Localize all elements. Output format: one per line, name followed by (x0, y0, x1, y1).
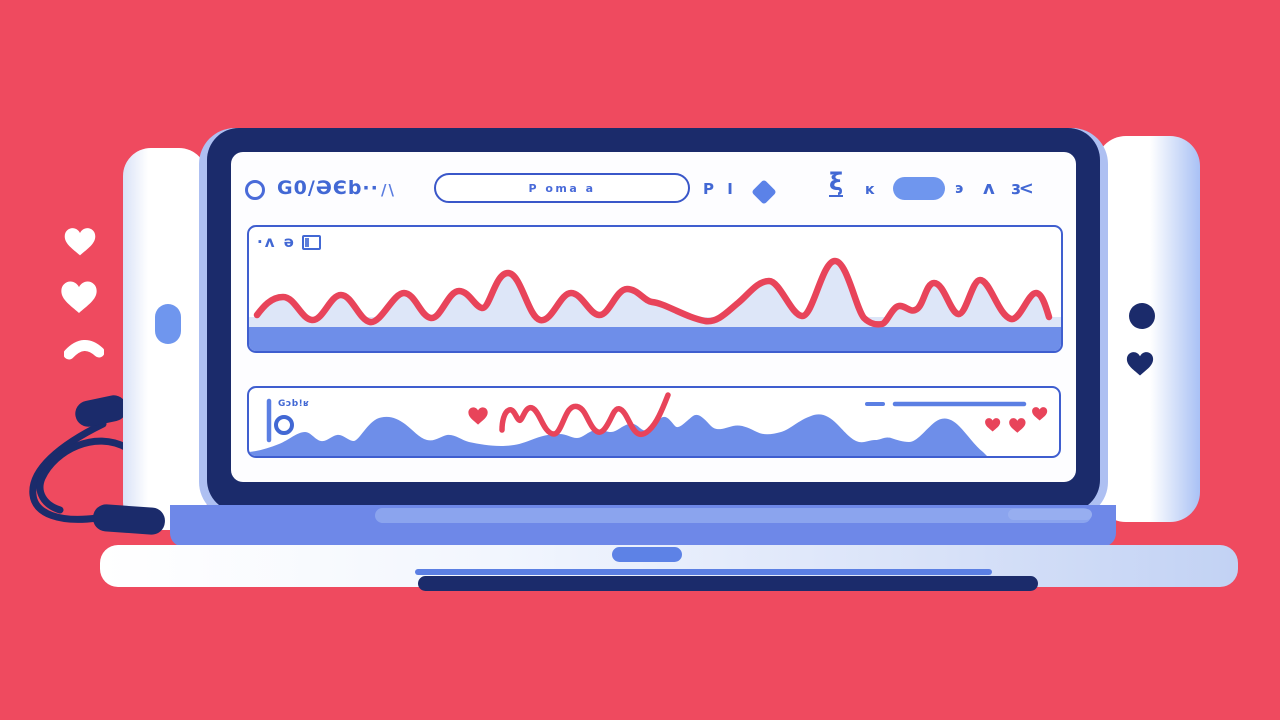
heart-icon (1009, 418, 1026, 433)
phone-heart-icon (1126, 352, 1154, 376)
home-circle-icon[interactable] (245, 180, 265, 200)
earbud-cable-back (29, 420, 107, 523)
hinge-highlight (375, 508, 1091, 523)
pulse-squiggle (499, 392, 671, 438)
glyph-end-icon[interactable]: ɜ< (1011, 178, 1034, 199)
background-heart-icon (64, 228, 96, 256)
panel-label-text: ·ʌ ə (257, 233, 296, 251)
tablet-button[interactable] (155, 304, 181, 344)
screen: G0/ƏЄb·· /\ P oma a P I ξ ĸ э ʌ ɜ< ·ʌ ə (231, 152, 1076, 482)
heart-rate-chart (249, 257, 1061, 351)
activity-chart (249, 392, 1048, 456)
signature-icon[interactable]: ξ (829, 168, 844, 198)
activity-label: Gɔb!ʁ (278, 399, 310, 409)
glyph-open-e-icon[interactable]: э (955, 181, 964, 197)
earbuds-cable (29, 395, 131, 523)
heart-icon (468, 407, 488, 425)
earbud-cable-front (36, 437, 131, 514)
primary-pill-button[interactable] (893, 177, 945, 200)
activity-area (249, 414, 987, 456)
address-text: G0/ƏЄb·· (277, 177, 379, 199)
background-arc-icon (64, 340, 104, 360)
earbud-bottom (92, 504, 165, 535)
search-bar[interactable]: P oma a (434, 173, 690, 203)
search-text: P oma a (528, 181, 596, 195)
base-line (415, 569, 992, 575)
tablet-device (123, 148, 207, 530)
chart-bottom-bar (249, 327, 1061, 351)
heart-rate-line (253, 257, 1053, 328)
earbud-top (75, 395, 127, 427)
base-shadow (418, 576, 1038, 591)
laptop-hinge (170, 505, 1116, 547)
background-heart-icon (61, 281, 97, 313)
record-circle-icon[interactable] (274, 415, 294, 435)
phone-device (1096, 136, 1200, 522)
toolbar-text: P I (703, 180, 737, 198)
diamond-icon[interactable] (751, 179, 777, 205)
panel-label: ·ʌ ə (257, 233, 321, 251)
heart-icon (985, 418, 1001, 432)
window-box-icon (301, 234, 321, 250)
activity-panel: Gɔb!ʁ (247, 386, 1061, 458)
phone-camera-dot (1129, 303, 1155, 329)
laptop: G0/ƏЄb·· /\ P oma a P I ξ ĸ э ʌ ɜ< ·ʌ ə (207, 128, 1100, 512)
heart-icon (1032, 407, 1048, 421)
caret-marks-icon[interactable]: /\ (381, 181, 396, 199)
glyph-caret-icon[interactable]: ʌ (983, 178, 995, 199)
heart-rate-panel: ·ʌ ə (247, 225, 1063, 353)
arrow-icon[interactable]: ĸ (865, 182, 875, 198)
base-notch (612, 547, 682, 562)
hinge-highlight-small (1008, 509, 1092, 520)
